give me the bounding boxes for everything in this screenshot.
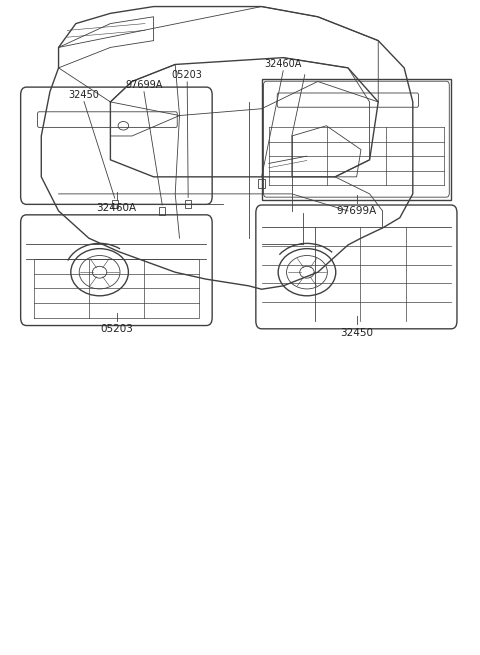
Text: 05203: 05203 xyxy=(172,70,203,80)
Bar xyxy=(159,207,165,215)
Text: 32460A: 32460A xyxy=(264,59,302,69)
Text: 32450: 32450 xyxy=(340,328,373,337)
Text: 97699A: 97699A xyxy=(336,206,377,216)
Bar xyxy=(185,200,191,208)
Text: 32450: 32450 xyxy=(69,90,99,100)
Bar xyxy=(258,179,265,188)
Text: 05203: 05203 xyxy=(100,324,133,334)
Text: 32460A: 32460A xyxy=(96,203,137,213)
Bar xyxy=(111,200,118,208)
Text: 97699A: 97699A xyxy=(125,80,163,90)
Bar xyxy=(262,79,451,200)
